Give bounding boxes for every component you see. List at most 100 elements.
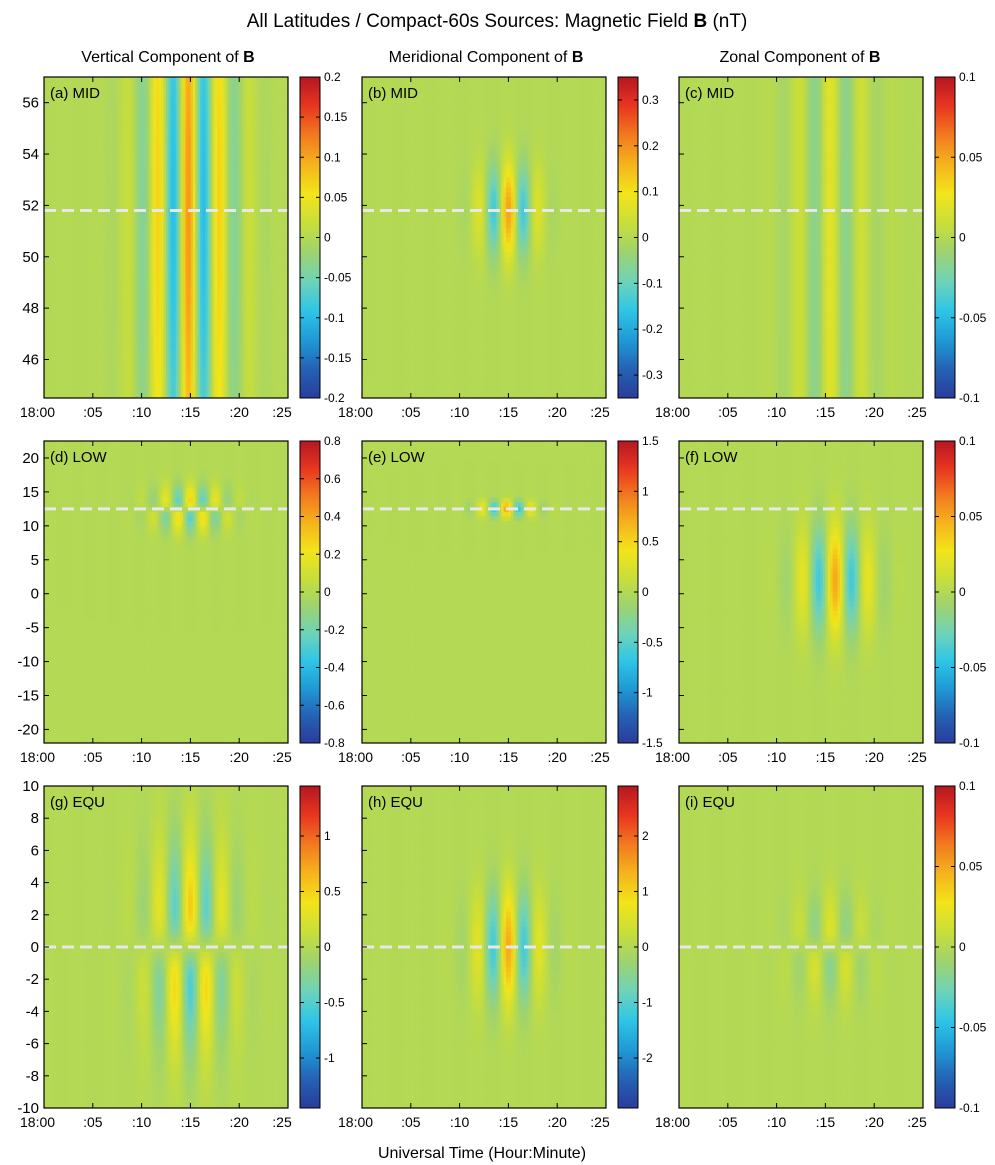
x-tick-label: 18:00 — [338, 1114, 373, 1130]
colorbar-tick-label: 0 — [642, 585, 649, 599]
x-tick-label: :25 — [590, 1114, 610, 1130]
y-tick-label: -4 — [26, 1003, 39, 1020]
colorbar-tick-label: 0.05 — [324, 190, 348, 204]
colorbar-tick-label: 1 — [324, 829, 331, 843]
x-tick-label: 18:00 — [655, 1114, 690, 1130]
plot-frame — [678, 76, 924, 399]
x-tick-label: :15 — [181, 1114, 201, 1130]
colorbar-tick-label: 0.2 — [324, 547, 341, 561]
colorbar-tick-label: -0.05 — [959, 311, 987, 325]
x-tick-label: 18:00 — [655, 404, 690, 420]
panel-a-mid: (a) MID 18:00:05:10:15:20:25 46 48 50 52 54 56 -… — [20, 70, 352, 420]
colorbar-tick-label: -0.5 — [642, 635, 663, 649]
panel-label: (g) EQU — [50, 794, 105, 811]
x-tick-label: 18:00 — [655, 749, 690, 765]
colorbar-tick-label: 0.1 — [959, 434, 976, 448]
x-tick-label: :15 — [816, 1114, 836, 1130]
x-tick-label: :05 — [718, 404, 738, 420]
panel-h-equ: (h) EQU 18:00:05:10:15:20:25 -2 -1 0 1 2 — [338, 785, 653, 1130]
panel-f-low: (f) LOW 18:00:05:10:15:20:25 -0.1 -0.05 0 0.0… — [655, 434, 987, 765]
panel-c-mid: (c) MID 18:00:05:10:15:20:25 -0.1 -0.05 0 0.0… — [655, 70, 987, 420]
x-tick-label: :05 — [718, 1114, 738, 1130]
panel-label: (i) EQU — [685, 794, 735, 811]
x-tick-label: :10 — [767, 1114, 787, 1130]
colorbar-tick-label: 0.05 — [959, 510, 983, 524]
colorbar-tick-label: -0.2 — [324, 391, 345, 405]
y-tick-label: -6 — [26, 1036, 39, 1053]
heatmap — [679, 786, 923, 1108]
colorbar-tick-label: -0.05 — [324, 271, 352, 285]
colorbar-tick-label: 0 — [959, 231, 966, 245]
colorbar: -0.1 -0.05 0 0.05 0.1 — [934, 779, 987, 1115]
colorbar-tick-label: 0.1 — [642, 185, 659, 199]
x-tick-label: :05 — [718, 749, 738, 765]
x-tick-label: :05 — [401, 749, 421, 765]
x-tick-label: 18:00 — [20, 404, 55, 420]
colorbar-tick-label: -0.1 — [959, 1101, 980, 1115]
y-tick-label: 48 — [22, 300, 39, 317]
colorbar-tick-label: -0.1 — [959, 736, 980, 750]
y-tick-label: 10 — [22, 518, 39, 535]
x-tick-label: :10 — [132, 749, 152, 765]
plot-frame — [678, 440, 924, 744]
x-tick-label: :25 — [590, 404, 610, 420]
x-tick-label: :25 — [907, 1114, 927, 1130]
y-tick-label: -15 — [17, 687, 39, 704]
y-tick-label: -2 — [26, 971, 39, 988]
x-tick-label: :25 — [272, 404, 292, 420]
x-tick-label: :15 — [181, 404, 201, 420]
y-tick-label: -10 — [17, 1100, 39, 1117]
colorbar-tick-label: 0.05 — [959, 150, 983, 164]
colorbar-tick-label: 0 — [959, 940, 966, 954]
x-tick-label: :10 — [450, 404, 470, 420]
x-tick-label: :20 — [547, 749, 567, 765]
colorbar-tick-label: 0.4 — [324, 510, 341, 524]
x-tick-label: :05 — [83, 1114, 103, 1130]
column-title-vertical: Vertical Component of B — [81, 49, 254, 66]
x-tick-label: :20 — [547, 404, 567, 420]
panel-e-low: (e) LOW 18:00:05:10:15:20:25 -1.5 -1 -0.5 0 0.… — [338, 434, 663, 765]
panel-label: (c) MID — [685, 85, 734, 102]
colorbar: -0.3 -0.2 -0.1 0 0.1 0.2 0.3 — [617, 76, 663, 399]
plot-frame — [43, 440, 289, 744]
y-tick-label: 6 — [31, 842, 39, 859]
colorbar-tick-label: -1 — [642, 996, 653, 1010]
x-tick-label: :10 — [132, 404, 152, 420]
heatmap — [362, 786, 606, 1108]
colorbar-tick-label: 0.3 — [642, 93, 659, 107]
x-tick-label: :05 — [401, 404, 421, 420]
x-tick-label: :05 — [83, 404, 103, 420]
x-tick-label: 18:00 — [20, 1114, 55, 1130]
plot-frame — [43, 76, 289, 399]
colorbar: -1 -0.5 0 0.5 1 — [299, 785, 345, 1109]
colorbar-tick-label: -0.3 — [642, 368, 663, 382]
x-tick-label: :20 — [864, 404, 884, 420]
figure-title: All Latitudes / Compact-60s Sources: Mag… — [247, 11, 748, 32]
colorbar: -0.1 -0.05 0 0.05 0.1 — [934, 70, 987, 405]
colorbar-tick-label: -0.2 — [324, 623, 345, 637]
colorbar: -2 -1 0 1 2 — [617, 785, 653, 1109]
colorbar-tick-label: -0.4 — [324, 661, 345, 675]
y-tick-label: 15 — [22, 484, 39, 501]
heatmap — [362, 441, 606, 743]
colorbar-tick-label: -0.15 — [324, 351, 352, 365]
heatmap — [44, 441, 288, 743]
colorbar-tick-label: 0.6 — [324, 472, 341, 486]
colorbar-tick-label: -0.1 — [959, 391, 980, 405]
column-title-zonal: Zonal Component of B — [720, 49, 881, 66]
panel-label: (b) MID — [368, 85, 418, 102]
panel-label: (d) LOW — [50, 449, 108, 466]
y-tick-label: 0 — [31, 939, 39, 956]
colorbar-tick-label: 0.05 — [959, 860, 983, 874]
plot-frame — [361, 76, 607, 399]
y-tick-label: -5 — [26, 620, 39, 637]
colorbar-tick-label: 0 — [324, 231, 331, 245]
panel-d-low: (d) LOW 18:00:05:10:15:20:25 -20 -15 -10 -5 0 5… — [17, 434, 345, 765]
colorbar: -0.1 -0.05 0 0.05 0.1 — [934, 434, 987, 750]
panel-i-equ: (i) EQU 18:00:05:10:15:20:25 -0.1 -0.05 0 0.0… — [655, 779, 987, 1130]
x-tick-label: :10 — [767, 404, 787, 420]
y-tick-label: 8 — [31, 810, 39, 827]
x-tick-label: :15 — [499, 404, 519, 420]
panel-label: (e) LOW — [368, 449, 426, 466]
